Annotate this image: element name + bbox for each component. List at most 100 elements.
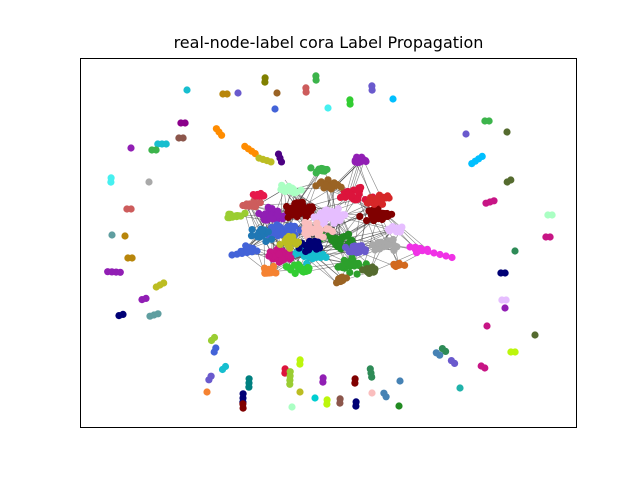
graph-node bbox=[283, 241, 292, 249]
graph-node bbox=[336, 399, 344, 407]
graph-node bbox=[396, 261, 404, 269]
graph-node bbox=[395, 402, 403, 410]
graph-node bbox=[501, 269, 509, 277]
graph-node bbox=[353, 249, 361, 257]
graph-node bbox=[305, 246, 313, 254]
graph-node bbox=[502, 296, 510, 304]
graph-node bbox=[128, 254, 136, 262]
graph-node bbox=[179, 134, 187, 142]
graph-node bbox=[293, 212, 301, 220]
graph-node bbox=[503, 128, 511, 136]
graph-node bbox=[346, 100, 354, 108]
graph-node bbox=[275, 250, 283, 258]
graph-node bbox=[145, 178, 153, 186]
graph-node bbox=[127, 205, 135, 213]
graph-node bbox=[287, 235, 295, 243]
graph-node bbox=[359, 266, 367, 274]
graph-node bbox=[223, 90, 231, 98]
graph-node bbox=[245, 383, 253, 391]
graph-node bbox=[273, 89, 281, 97]
graph-node bbox=[352, 402, 360, 410]
graph-node bbox=[418, 246, 426, 254]
graph-node bbox=[307, 164, 315, 172]
graph-node bbox=[296, 360, 304, 368]
graph-node bbox=[377, 209, 385, 217]
graph-node bbox=[531, 331, 539, 339]
graph-node bbox=[373, 198, 381, 207]
graph-node bbox=[290, 261, 299, 269]
graph-edge bbox=[387, 215, 428, 250]
graph-node bbox=[359, 156, 367, 164]
graph-node bbox=[336, 217, 344, 225]
graph-node bbox=[212, 344, 220, 352]
graph-node bbox=[448, 253, 456, 262]
graph-node bbox=[424, 247, 432, 256]
graph-node bbox=[116, 268, 124, 276]
graph-node bbox=[274, 222, 282, 230]
graph-node bbox=[286, 380, 294, 388]
graph-node bbox=[259, 191, 267, 199]
graph-node bbox=[389, 235, 397, 244]
graph-node bbox=[107, 178, 115, 186]
graph-node bbox=[485, 117, 493, 125]
graph-node bbox=[354, 188, 362, 196]
graph-node bbox=[239, 201, 247, 210]
graph-node bbox=[348, 254, 356, 262]
graph-node bbox=[248, 226, 256, 234]
graph-node bbox=[374, 215, 382, 223]
graph-node bbox=[368, 373, 376, 381]
graph-node bbox=[302, 88, 310, 96]
graph-node bbox=[253, 190, 261, 199]
graph-node bbox=[368, 86, 376, 94]
graph-node bbox=[316, 179, 324, 187]
graph-node bbox=[247, 232, 256, 240]
graph-node bbox=[507, 176, 515, 184]
graph-node bbox=[262, 237, 270, 246]
graph-node bbox=[261, 78, 269, 86]
graph-node bbox=[269, 262, 278, 270]
node-layer bbox=[104, 72, 556, 412]
graph-node bbox=[254, 233, 262, 241]
graph-node bbox=[322, 211, 330, 220]
graph-node bbox=[374, 239, 382, 247]
graph-node bbox=[490, 197, 498, 205]
graph-node bbox=[277, 185, 285, 194]
graph-node bbox=[481, 364, 489, 372]
graph-node bbox=[298, 198, 306, 206]
graph-node bbox=[293, 203, 301, 211]
graph-node bbox=[268, 235, 276, 243]
graph-node bbox=[142, 294, 150, 302]
graph-node bbox=[207, 372, 215, 380]
graph-node bbox=[348, 191, 356, 199]
graph-node bbox=[311, 394, 319, 402]
graph-node bbox=[276, 240, 284, 249]
graph-node bbox=[305, 228, 313, 236]
graph-node bbox=[324, 176, 332, 184]
graph-node bbox=[288, 403, 296, 411]
graph-node bbox=[323, 225, 331, 233]
graph-node bbox=[268, 205, 276, 213]
graph-node bbox=[284, 213, 292, 222]
graph-node bbox=[412, 244, 420, 253]
graph-node bbox=[210, 333, 219, 342]
graph-node bbox=[328, 211, 336, 219]
graph-node bbox=[367, 265, 375, 274]
graph-node bbox=[501, 304, 509, 312]
graph-node bbox=[285, 252, 293, 260]
graph-node bbox=[253, 247, 261, 255]
graph-node bbox=[121, 232, 129, 240]
graph-node bbox=[328, 227, 337, 236]
graph-node bbox=[396, 228, 404, 236]
graph-node bbox=[181, 119, 189, 127]
graph-node bbox=[319, 378, 327, 386]
graph-node bbox=[249, 202, 257, 210]
graph-node bbox=[255, 209, 263, 218]
graph-node bbox=[154, 310, 162, 318]
graph-node bbox=[183, 86, 191, 94]
graph-node bbox=[442, 252, 450, 260]
graph-node bbox=[234, 89, 242, 97]
graph-node bbox=[456, 384, 464, 392]
graph-node bbox=[548, 211, 556, 219]
graph-node bbox=[288, 184, 296, 192]
